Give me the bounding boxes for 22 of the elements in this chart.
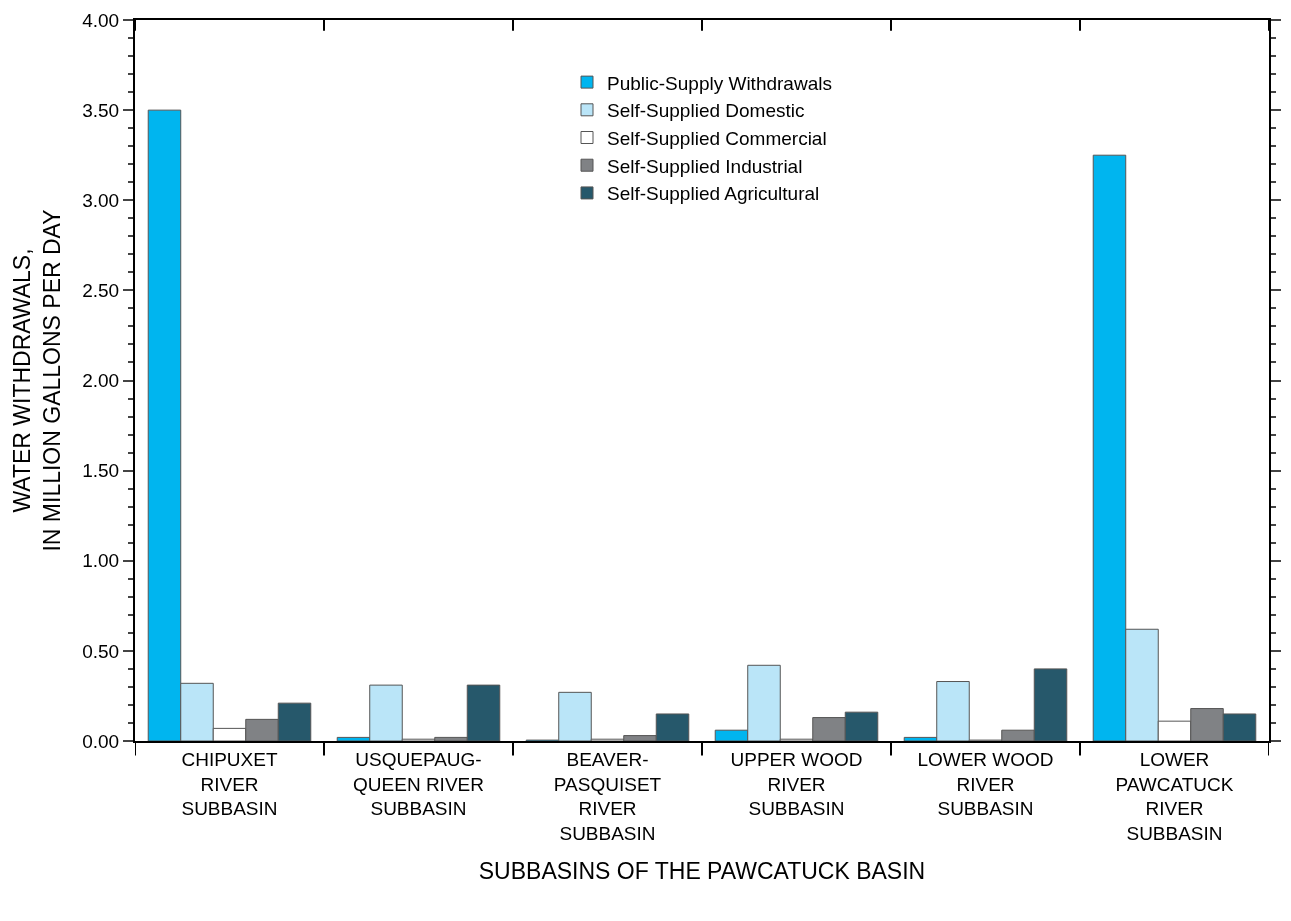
y-tick-label: 0.00 <box>82 730 120 752</box>
x-tick-label: USQUEPAUG- QUEEN RIVER SUBBASIN <box>353 748 484 820</box>
legend-label: Public-Supply Withdrawals <box>607 72 832 94</box>
y-axis-title: WATER WITHDRAWALS, IN MILLION GALLONS PER DAY <box>9 209 66 552</box>
x-tick-label: BEAVER- PASQUISET RIVER SUBBASIN <box>553 748 662 844</box>
x-axis-title: SUBBASINS OF THE PAWCATUCK BASIN <box>478 858 926 884</box>
legend-label: Self-Supplied Commercial <box>607 127 827 149</box>
y-tick-label: 1.50 <box>82 460 120 482</box>
legend-label: Self-Supplied Agricultural <box>607 183 820 205</box>
y-tick-label: 4.00 <box>82 9 120 31</box>
x-tick-label: LOWER PAWCATUCK RIVER SUBBASIN <box>1115 748 1234 844</box>
y-tick-label: 0.50 <box>82 640 120 662</box>
y-tick-label: 2.50 <box>82 280 120 302</box>
y-tick-label: 2.00 <box>82 370 120 392</box>
x-tick-label: LOWER WOOD RIVER SUBBASIN <box>917 748 1054 820</box>
legend-label: Self-Supplied Industrial <box>607 155 803 177</box>
x-tick-label: UPPER WOOD RIVER SUBBASIN <box>730 748 863 820</box>
x-tick-label: CHIPUXET RIVER SUBBASIN <box>181 748 278 820</box>
y-tick-label: 3.50 <box>82 99 120 121</box>
legend-label: Self-Supplied Domestic <box>607 100 805 122</box>
y-tick-label: 3.00 <box>82 189 120 211</box>
y-tick-label: 1.00 <box>82 550 120 572</box>
